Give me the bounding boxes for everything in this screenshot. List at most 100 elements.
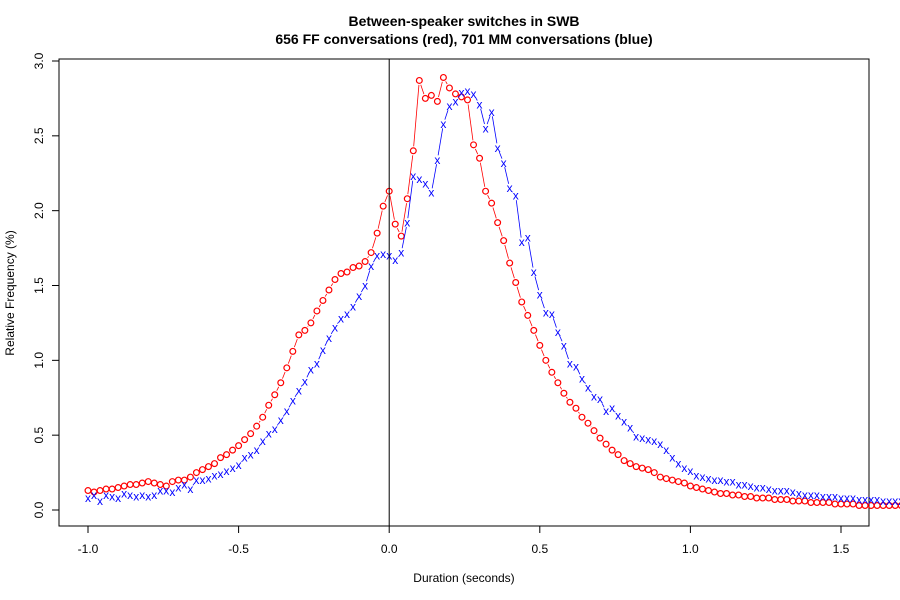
x-axis-label: Duration (seconds) xyxy=(413,571,514,585)
series-1-segment xyxy=(413,84,420,147)
data-point xyxy=(379,202,387,210)
series-1-segment xyxy=(367,256,369,259)
series-1-segment xyxy=(324,293,328,297)
data-point xyxy=(241,436,249,444)
data-point: x xyxy=(567,356,573,370)
data-point: x xyxy=(693,469,699,483)
series-2-segment xyxy=(515,200,522,238)
data-point xyxy=(620,457,628,465)
data-point: x xyxy=(332,320,338,334)
series-1-segment xyxy=(312,314,316,320)
series-1-segment xyxy=(318,304,322,308)
data-point xyxy=(259,413,267,421)
series-2-segment xyxy=(552,318,557,328)
series-2-segment xyxy=(366,270,371,282)
data-point: x xyxy=(772,484,778,498)
series-2-segment xyxy=(540,298,545,309)
data-point xyxy=(439,73,447,81)
data-point xyxy=(247,430,255,438)
data-point: x xyxy=(284,404,290,418)
data-point: x xyxy=(91,488,97,502)
series-1-segment xyxy=(492,207,497,219)
data-point xyxy=(692,484,700,492)
data-point xyxy=(277,379,285,387)
data-point xyxy=(572,404,580,412)
data-point xyxy=(403,195,411,203)
data-point xyxy=(548,368,556,376)
data-point xyxy=(482,187,490,195)
series-1-segment xyxy=(396,227,400,233)
data-point xyxy=(295,331,303,339)
data-point xyxy=(445,84,453,92)
data-point: x xyxy=(434,153,440,167)
data-point xyxy=(415,76,423,84)
data-point: x xyxy=(314,356,320,370)
data-point xyxy=(584,419,592,427)
data-point: x xyxy=(145,490,151,504)
data-point: x xyxy=(555,325,561,339)
data-point xyxy=(168,478,176,486)
data-point xyxy=(331,276,339,284)
data-point xyxy=(217,454,225,462)
data-point: x xyxy=(669,451,675,465)
series-2-segment xyxy=(318,353,322,360)
data-point: x xyxy=(290,394,296,408)
series-1-segment xyxy=(516,286,521,298)
series-2-segment xyxy=(306,373,310,378)
data-point: x xyxy=(796,487,802,501)
data-point: x xyxy=(85,491,91,505)
data-point: x xyxy=(868,493,874,507)
data-point: x xyxy=(302,374,308,388)
data-point: x xyxy=(711,473,717,487)
data-point: x xyxy=(212,469,218,483)
data-point: x xyxy=(718,473,724,487)
series-2-segment xyxy=(584,381,586,384)
data-point xyxy=(674,478,682,486)
data-point: x xyxy=(368,259,374,273)
data-point xyxy=(476,154,484,162)
series-1-segment xyxy=(475,148,479,155)
data-point: x xyxy=(477,97,483,111)
series-2-segment xyxy=(498,151,503,159)
data-point xyxy=(192,469,200,477)
series-2-segment xyxy=(491,116,498,144)
series-1-segment xyxy=(578,411,580,414)
data-point xyxy=(488,199,496,207)
series-1-segment xyxy=(487,195,490,200)
data-point xyxy=(578,413,586,421)
data-point: x xyxy=(766,482,772,496)
x-tick-label: -1.0 xyxy=(78,542,99,556)
data-point xyxy=(530,326,538,334)
data-point: x xyxy=(573,359,579,373)
series-1-segment xyxy=(420,84,425,95)
series-2-segment xyxy=(330,331,334,335)
data-point xyxy=(343,268,351,276)
data-point: x xyxy=(531,265,537,279)
y-tick-label: 1.0 xyxy=(32,352,46,369)
data-point xyxy=(355,262,363,270)
series-2-segment xyxy=(324,341,328,347)
series-2-segment xyxy=(475,97,478,101)
series-2-segment xyxy=(276,423,279,426)
data-point xyxy=(650,469,658,477)
data-point: x xyxy=(320,343,326,357)
series-1-segment xyxy=(389,195,395,220)
data-point: x xyxy=(627,421,633,435)
data-point xyxy=(717,490,725,498)
data-point: x xyxy=(440,117,446,131)
x-tick-label: 0.5 xyxy=(531,542,548,556)
series-2-segment xyxy=(577,370,581,375)
data-point xyxy=(566,398,574,406)
data-point: x xyxy=(832,490,838,504)
data-point: x xyxy=(802,488,808,502)
data-point: x xyxy=(633,430,639,444)
data-point: x xyxy=(585,380,591,394)
data-point xyxy=(223,451,231,459)
series-1-segment xyxy=(529,319,533,327)
data-point xyxy=(337,270,345,278)
series-2-segment xyxy=(486,115,491,125)
series-2-segment xyxy=(632,431,635,434)
data-point: x xyxy=(790,485,796,499)
data-point xyxy=(433,97,441,105)
